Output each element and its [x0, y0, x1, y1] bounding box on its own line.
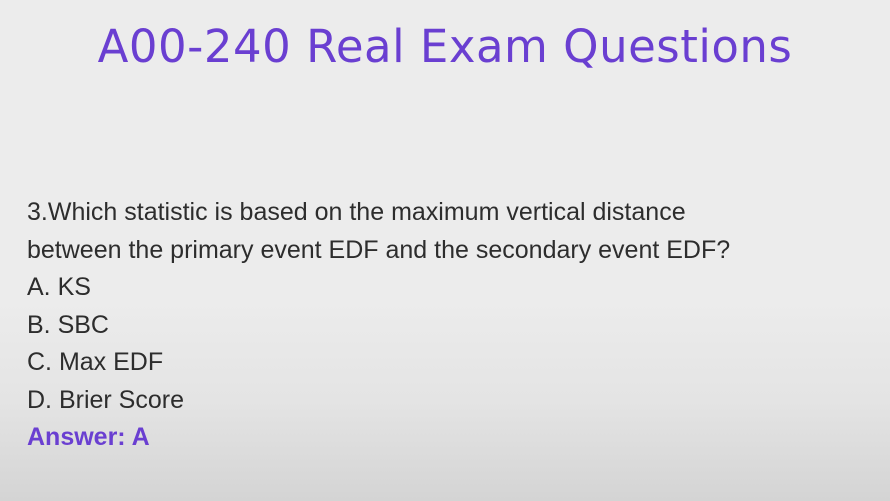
answer-label: Answer: A: [27, 423, 150, 451]
question-block: 3.Which statistic is based on the maximu…: [27, 194, 877, 457]
option-a: A. KS: [27, 273, 91, 301]
option-b: B. SBC: [27, 310, 109, 339]
slide-title: A00-240 Real Exam Questions: [97, 20, 793, 73]
option-c: C. Max EDF: [27, 348, 164, 376]
question-text-line-1: 3.Which statistic is based on the maximu…: [27, 198, 686, 226]
option-d: D. Brier Score: [27, 385, 184, 414]
question-text-line-2: between the primary event EDF and the se…: [27, 235, 731, 264]
